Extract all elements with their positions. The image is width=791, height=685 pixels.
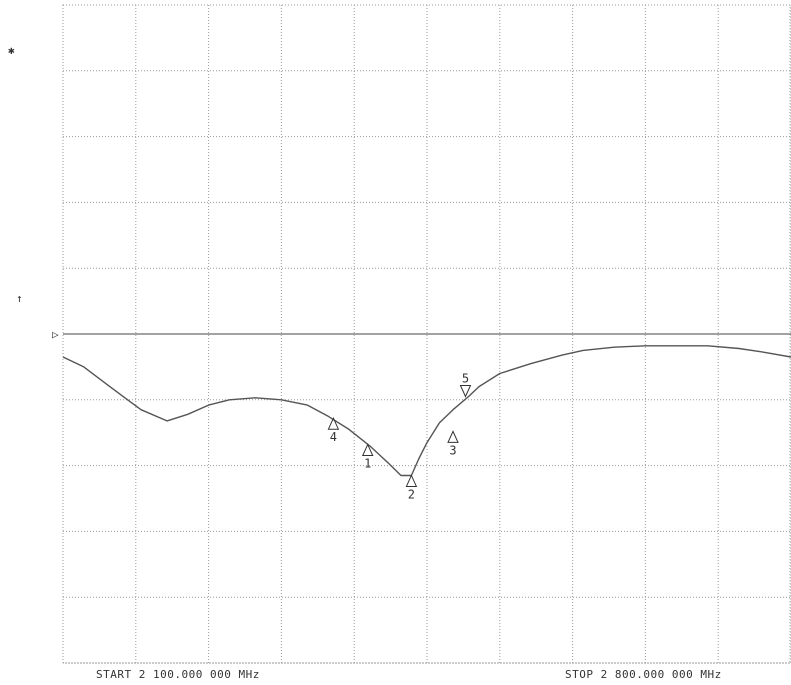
- trace-line: [62, 345, 791, 477]
- marker-triangle: [405, 474, 418, 487]
- marker-label: 1: [364, 457, 371, 471]
- marker-triangle: [447, 430, 459, 443]
- marker-4: 4: [327, 417, 340, 444]
- marker-label: 4: [330, 430, 337, 444]
- trace-group: [62, 345, 791, 477]
- marker-2: 2: [405, 474, 418, 501]
- marker-label: 2: [408, 487, 415, 501]
- asterisk-icon: ✱: [8, 44, 15, 57]
- marker-1: 1: [361, 443, 374, 471]
- marker-5: 5: [459, 372, 472, 398]
- marker-triangle: [327, 417, 340, 430]
- reference-line-group: ▷: [52, 328, 791, 341]
- marker-3: 3: [447, 430, 459, 457]
- marker-label: 5: [462, 372, 469, 386]
- up-arrow-icon: ↑: [16, 292, 23, 305]
- reference-symbol: ▷: [52, 328, 59, 341]
- stop-frequency-label: STOP 2 800.000 000 MHz: [565, 668, 722, 681]
- marker-triangle: [361, 443, 374, 457]
- start-frequency-label: START 2 100.000 000 MHz: [96, 668, 260, 681]
- marker-label: 3: [449, 443, 456, 457]
- marker-group: 1 2 3 4 5: [327, 372, 472, 501]
- marker-triangle: [459, 385, 472, 398]
